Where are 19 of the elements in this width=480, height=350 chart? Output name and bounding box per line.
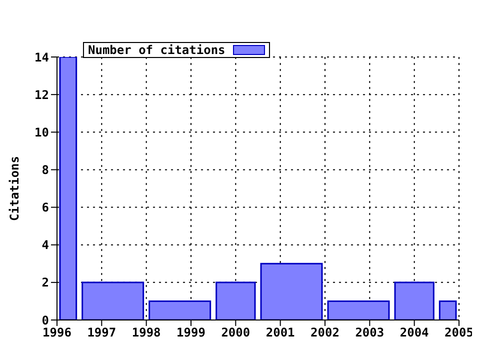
x-tick-label: 2000 xyxy=(221,326,250,340)
y-tick-label: 14 xyxy=(34,50,49,64)
x-tick-label: 2002 xyxy=(310,326,340,340)
x-tick-label: 1997 xyxy=(87,326,116,340)
x-tick-label: 2004 xyxy=(400,326,429,340)
y-tick-label: 6 xyxy=(42,200,49,215)
x-tick-label: 1999 xyxy=(176,326,206,340)
y-tick-label: 8 xyxy=(42,162,49,177)
legend-label: Number of citations xyxy=(88,43,226,57)
x-tick-label: 1996 xyxy=(42,326,72,340)
x-tick-label: 2003 xyxy=(355,326,384,340)
y-tick-label: 0 xyxy=(42,313,49,328)
y-tick-label: 2 xyxy=(42,276,49,290)
y-axis-title: Citations xyxy=(7,156,22,222)
x-tick-label: 2001 xyxy=(266,326,295,340)
y-tick-label: 10 xyxy=(34,125,49,140)
y-tick-label: 4 xyxy=(42,238,49,252)
y-tick-label: 12 xyxy=(34,88,49,102)
x-tick-label: 1998 xyxy=(132,326,161,340)
